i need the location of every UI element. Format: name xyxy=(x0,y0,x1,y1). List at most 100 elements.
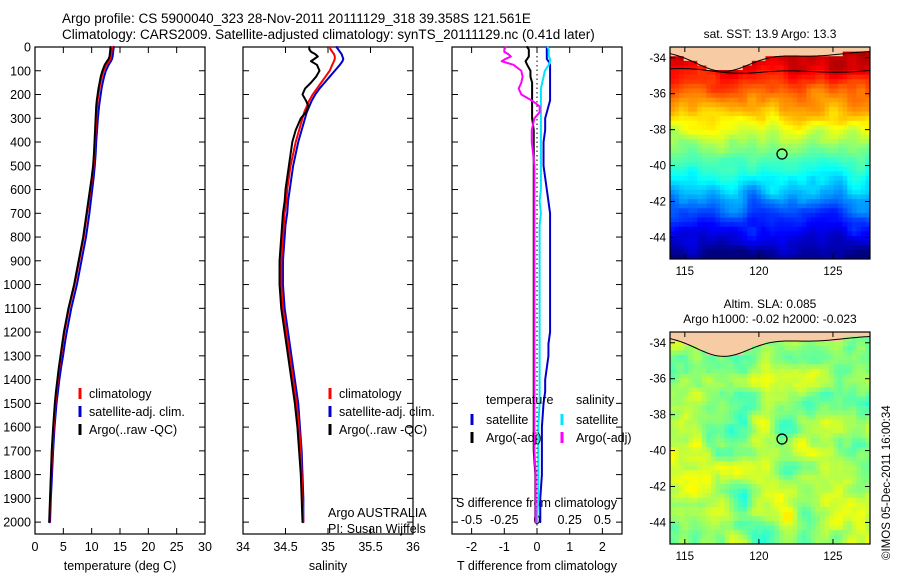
map-cell xyxy=(810,93,817,99)
map-cell xyxy=(788,433,794,439)
map-cell xyxy=(806,176,812,182)
map-cell xyxy=(738,199,744,205)
map-cell xyxy=(792,359,798,365)
map-cell xyxy=(801,217,807,223)
map-cell xyxy=(701,507,707,513)
map-cell xyxy=(720,350,726,356)
map-cell xyxy=(783,511,789,517)
map-cell xyxy=(733,391,739,398)
map-cell xyxy=(683,194,689,200)
map-cell xyxy=(829,120,835,126)
map-cell xyxy=(806,341,812,347)
map-cell xyxy=(851,129,857,136)
map-cell xyxy=(792,217,798,223)
map-cell xyxy=(783,355,789,361)
map-cell xyxy=(774,143,780,149)
map-cell xyxy=(783,525,789,531)
map-cell xyxy=(779,520,785,527)
map-cell xyxy=(801,166,807,173)
map-cell xyxy=(788,56,794,62)
map-cell xyxy=(801,424,807,430)
map-cell xyxy=(710,148,717,154)
map-cell xyxy=(824,212,830,219)
map-cell xyxy=(738,405,744,411)
map-cell xyxy=(701,134,707,140)
map-cell xyxy=(829,125,835,131)
map-cell xyxy=(865,382,870,388)
map-cell xyxy=(756,433,762,439)
map-cell xyxy=(856,396,862,402)
map-cell xyxy=(824,102,830,108)
map-cell xyxy=(747,162,753,168)
map-cell xyxy=(710,387,717,393)
map-cell xyxy=(692,364,698,370)
map-cell xyxy=(810,240,817,246)
map-cell xyxy=(860,134,867,140)
map-cell xyxy=(774,148,780,154)
map-cell xyxy=(747,433,753,439)
map-cell xyxy=(797,525,803,531)
map-cell xyxy=(710,79,717,85)
map-cell xyxy=(842,162,848,168)
map-cell xyxy=(851,391,857,398)
map-cell xyxy=(683,240,689,246)
map-cell xyxy=(838,488,844,494)
map-cell xyxy=(683,111,689,117)
map-cell xyxy=(742,60,748,67)
map-cell xyxy=(792,391,798,398)
map-cell xyxy=(692,185,698,191)
map-cell xyxy=(824,56,830,62)
map-cell xyxy=(801,153,807,159)
legend-label: Argo(..raw -QC) xyxy=(339,423,427,437)
map-cell xyxy=(797,231,803,237)
map-cell xyxy=(738,60,744,67)
map-cell xyxy=(674,414,680,421)
map-cell xyxy=(815,488,821,494)
map-cell xyxy=(683,332,689,338)
map-cell xyxy=(765,378,771,384)
map-cell xyxy=(851,88,857,94)
map-cell xyxy=(842,474,848,481)
map-cell xyxy=(751,79,757,85)
map-cell xyxy=(692,208,698,214)
map-cell xyxy=(797,171,803,177)
map-cell xyxy=(760,83,767,90)
map-cell xyxy=(838,162,844,168)
map-cell xyxy=(692,442,698,448)
map-cell xyxy=(783,166,789,173)
map-cell xyxy=(724,217,730,223)
map-cell xyxy=(701,116,707,122)
map-cell xyxy=(670,212,676,219)
map-cell xyxy=(738,148,744,154)
map-cell xyxy=(715,116,721,122)
map-cell xyxy=(729,226,735,232)
map-cell xyxy=(856,410,862,416)
difference-curve-salinitysatellite xyxy=(536,46,552,524)
map-cell xyxy=(729,153,735,159)
map-cell xyxy=(670,433,676,439)
map-cell xyxy=(701,47,707,53)
map-cell xyxy=(733,93,739,99)
map-cell xyxy=(697,194,703,200)
map-cell xyxy=(720,212,726,219)
map-cell xyxy=(792,355,798,361)
map-cell xyxy=(715,203,721,209)
map-cell xyxy=(815,401,821,407)
map-cell xyxy=(842,60,848,67)
map-cell xyxy=(683,511,689,517)
map-cell xyxy=(688,249,694,255)
map-cell xyxy=(797,488,803,494)
map-cell xyxy=(720,153,726,159)
map-cell xyxy=(729,106,735,113)
map-cell xyxy=(706,364,712,370)
map-cell xyxy=(697,93,703,99)
map-cell xyxy=(729,391,735,398)
map-cell xyxy=(720,235,726,242)
map-cell xyxy=(842,226,848,232)
map-cell xyxy=(738,171,744,177)
map-cell xyxy=(729,428,735,434)
map-cell xyxy=(729,102,735,108)
map-cell xyxy=(751,451,757,458)
map-cell xyxy=(847,65,853,71)
map-cell xyxy=(733,474,739,481)
